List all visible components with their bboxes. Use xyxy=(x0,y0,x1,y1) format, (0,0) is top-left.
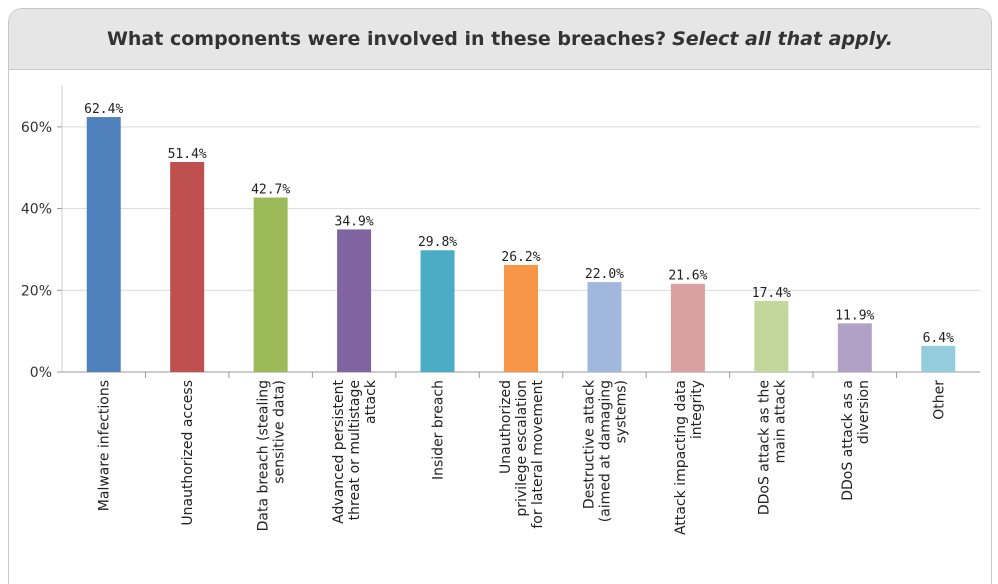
x-category-label-line: DDoS attack as a xyxy=(840,380,856,501)
x-category-label-line: Other xyxy=(931,380,947,420)
bar xyxy=(587,282,622,372)
bar xyxy=(670,283,705,372)
x-category-label-line: main attack xyxy=(772,379,788,463)
x-category-label: Advanced persistentthreat or multistagea… xyxy=(331,379,379,524)
x-category-label-line: Data breach (stealing xyxy=(256,380,272,531)
bar-data-label: 6.4% xyxy=(923,331,954,346)
bar-data-label: 11.9% xyxy=(835,308,874,323)
x-category-label-line: privilege escalation xyxy=(514,380,530,517)
bar-data-label: 22.0% xyxy=(585,267,624,282)
bar xyxy=(337,229,372,372)
x-category-label: Destructive attack(aimed at damagingsyst… xyxy=(581,379,629,522)
x-category-label-line: sensitive data) xyxy=(272,380,288,484)
bar xyxy=(253,197,288,372)
x-category-label: Unauthorized access xyxy=(180,380,196,526)
x-category-label-line: Unauthorized xyxy=(498,380,514,474)
bar-data-label: 29.8% xyxy=(418,235,457,250)
x-category-label: Other xyxy=(931,380,947,420)
bar xyxy=(504,264,538,372)
x-category-label-line: Malware infections xyxy=(97,380,113,511)
chart-subtitle: Select all that apply. xyxy=(672,28,894,50)
bar xyxy=(754,300,789,372)
x-category-label-line: Destructive attack xyxy=(581,379,597,509)
bar xyxy=(837,323,872,372)
bar-data-label: 17.4% xyxy=(752,286,791,301)
chart-title-bar: What components were involved in these b… xyxy=(9,9,991,70)
y-tick-label: 40% xyxy=(21,202,52,218)
x-category-label-line: for lateral movement xyxy=(530,380,546,529)
bar-data-label: 21.6% xyxy=(668,269,707,284)
x-category-label: DDoS attack as adiversion xyxy=(840,380,872,501)
x-category-label-line: Insider breach xyxy=(431,380,447,480)
x-category-label-line: Advanced persistent xyxy=(331,380,347,524)
bar xyxy=(170,161,205,372)
bar-data-label: 62.4% xyxy=(84,102,123,117)
bar-data-label: 42.7% xyxy=(251,183,290,198)
bar xyxy=(86,117,121,373)
x-category-label-line: systems) xyxy=(613,380,629,443)
y-tick-label: 0% xyxy=(30,365,52,381)
x-category-label-line: Unauthorized access xyxy=(180,380,196,526)
x-category-label-line: (aimed at damaging xyxy=(597,380,613,522)
x-category-label-line: threat or multistage xyxy=(347,380,363,520)
y-tick-label: 60% xyxy=(21,120,52,136)
bar-data-label: 26.2% xyxy=(501,250,540,265)
bar xyxy=(921,345,956,372)
bar xyxy=(420,250,455,372)
chart-title: What components were involved in these b… xyxy=(106,28,667,50)
bar-data-label: 34.9% xyxy=(335,214,374,229)
x-category-label-line: attack xyxy=(363,379,379,424)
x-category-label-line: integrity xyxy=(689,380,705,439)
x-category-label: Malware infections xyxy=(97,380,113,511)
x-category-label: Unauthorizedprivilege escalationfor late… xyxy=(498,380,546,529)
x-category-label-line: diversion xyxy=(856,380,872,444)
x-category-label: Insider breach xyxy=(431,380,447,480)
bar-data-label: 51.4% xyxy=(168,147,207,162)
x-category-label: Data breach (stealingsensitive data) xyxy=(256,380,288,531)
x-category-label-line: Attack impacting data xyxy=(673,380,689,535)
x-category-label: DDoS attack as themain attack xyxy=(756,379,788,515)
x-category-label: Attack impacting dataintegrity xyxy=(673,380,705,535)
y-tick-label: 20% xyxy=(21,283,52,299)
x-category-label-line: DDoS attack as the xyxy=(756,380,772,515)
